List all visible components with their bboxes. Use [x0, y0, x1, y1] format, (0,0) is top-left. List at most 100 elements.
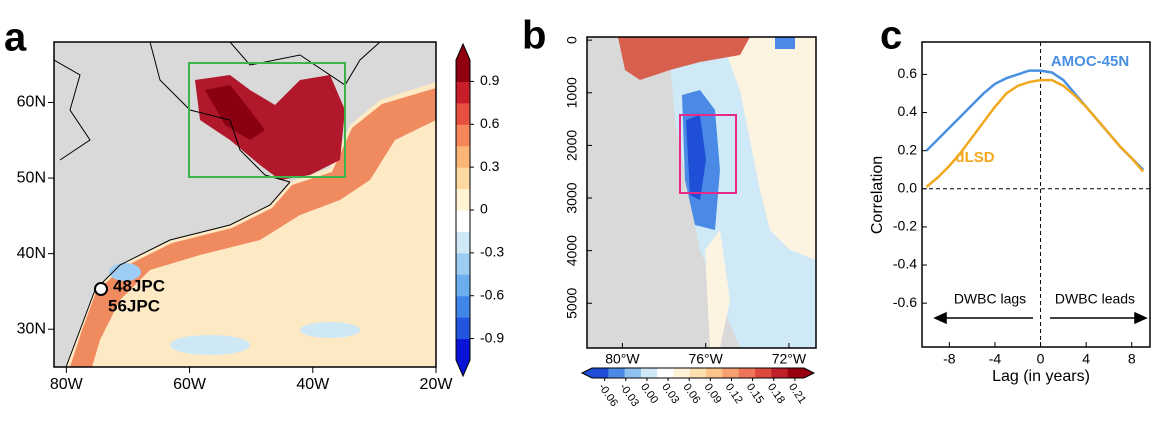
lines: [925, 69, 1145, 188]
colorbar-tick-label: -0.03: [617, 382, 641, 409]
panel-letter: a: [4, 16, 27, 60]
annotation: DWBC lags: [954, 291, 1026, 307]
region-box: [188, 62, 346, 178]
colorbar-tick-label: 0.18: [765, 382, 787, 406]
x-tick-label: 76°W: [688, 351, 723, 367]
y-tick-label: 4000: [564, 235, 580, 266]
colorbar-end: [456, 360, 470, 376]
core-site: [94, 282, 108, 296]
colorbar-segment: [456, 124, 470, 147]
x-tick-label: 60W: [173, 376, 207, 393]
field-darkblue: [686, 115, 706, 200]
colorbar-frame: [455, 42, 471, 378]
field-warm: [720, 37, 816, 260]
colorbar-segment: [771, 368, 789, 378]
field-blue: [775, 37, 795, 49]
colorbar-segment: [657, 368, 675, 378]
cold-patch: [170, 335, 250, 355]
plot-frame: [921, 41, 1151, 348]
site-label: 48JPC: [113, 276, 165, 295]
colorbar-segment: [456, 145, 470, 168]
y-tick-label: 0.6: [898, 65, 918, 81]
colorbar-end: [456, 44, 470, 60]
colorbar-tick-label: -0.6: [480, 286, 504, 302]
y-tick-label: 30N: [17, 320, 46, 337]
series-line: [925, 78, 1145, 188]
x-axis-label: Lag (in years): [992, 368, 1090, 385]
colorbar-tick-label: 0.9: [480, 72, 500, 88]
colorbar-segment: [592, 368, 609, 378]
x-tick-label: 72°W: [772, 351, 807, 367]
y-axis-label: Correlation: [869, 156, 886, 234]
colorbar-segment: [673, 368, 691, 378]
colorbar-segment: [456, 60, 470, 82]
coastline: [65, 181, 291, 367]
colorbar-segment: [456, 317, 470, 340]
colorbar-segment: [456, 252, 470, 275]
series-label: dLSD: [955, 149, 994, 166]
annotation: DWBC leads: [1055, 291, 1135, 307]
series-label: AMOC-45N: [1051, 53, 1129, 70]
arrow-head: [933, 311, 947, 325]
colorbar-segment: [456, 274, 470, 297]
x-tick-label: 80°W: [605, 351, 640, 367]
y-tick-label: 40N: [17, 245, 46, 262]
x-tick-label: -4: [989, 351, 1002, 367]
arrows: [933, 311, 1148, 325]
colorbar-tick-label: 0.03: [659, 382, 681, 406]
colorbar-tick-label: -0.06: [596, 382, 620, 409]
x-tick-label: 80W: [50, 376, 84, 393]
colorbar-segment: [456, 338, 470, 361]
y-tick-label: 0: [564, 36, 580, 44]
y-tick-label: -0.6: [893, 294, 917, 310]
colorbar-segment: [738, 368, 756, 378]
panel-letter: c: [880, 14, 902, 58]
coastline: [229, 42, 381, 86]
colorbar-segment: [456, 81, 470, 104]
colorbar-end: [582, 368, 592, 378]
x-tick-label: 40W: [296, 376, 330, 393]
x-tick-label: 20W: [420, 376, 454, 393]
y-tick-label: -0.2: [893, 218, 917, 234]
x-tick-label: 8: [1128, 351, 1136, 367]
y-tick-label: 1000: [564, 77, 580, 108]
colorbar-segment: [456, 167, 470, 190]
colorbar-segment: [456, 188, 470, 211]
colorbar-tick-label: 0.12: [723, 382, 745, 406]
field-warm: [705, 230, 730, 348]
colorbar-segment: [456, 210, 470, 232]
colorbar-tick-label: -0.9: [480, 329, 504, 345]
colorbar-segment: [755, 368, 772, 378]
labrador-core: [205, 85, 265, 140]
site-label: 56JPC: [108, 296, 160, 315]
y-tick-label: 60N: [17, 94, 46, 111]
colorbar-tick-label: 0.6: [480, 115, 500, 131]
x-tick-label: 0: [1037, 351, 1045, 367]
colorbar-tick-label: -0.3: [480, 244, 504, 260]
y-tick-label: 5000: [564, 287, 580, 318]
colorbar-tick-label: 0.09: [701, 382, 723, 406]
plot-frame: [53, 41, 437, 368]
colorbar-tick-label: 0.21: [786, 382, 808, 406]
section: [587, 37, 816, 348]
x-tick-label: 4: [1082, 351, 1090, 367]
colorbar-end: [804, 368, 814, 378]
y-tick-label: 2000: [564, 130, 580, 161]
y-tick-label: 0.4: [898, 103, 918, 119]
colorbar-segment: [689, 368, 707, 378]
colorbar-segment: [624, 368, 642, 378]
colorbar-segment: [706, 368, 723, 378]
colorbar-segment: [456, 231, 470, 254]
x-tick-label: -8: [943, 351, 956, 367]
colorbar-segment: [608, 368, 626, 378]
colorbar-tick-label: 0.00: [638, 382, 660, 406]
y-tick-label: 3000: [564, 182, 580, 213]
plot-frame: [586, 36, 817, 349]
coastline: [149, 42, 291, 183]
colorbar-tick-label: 0: [480, 201, 488, 217]
colorbar-tick-label: 0.3: [480, 158, 500, 174]
colorbar-segment: [787, 368, 805, 378]
colorbar-segment: [456, 102, 470, 125]
field-red: [618, 37, 750, 80]
